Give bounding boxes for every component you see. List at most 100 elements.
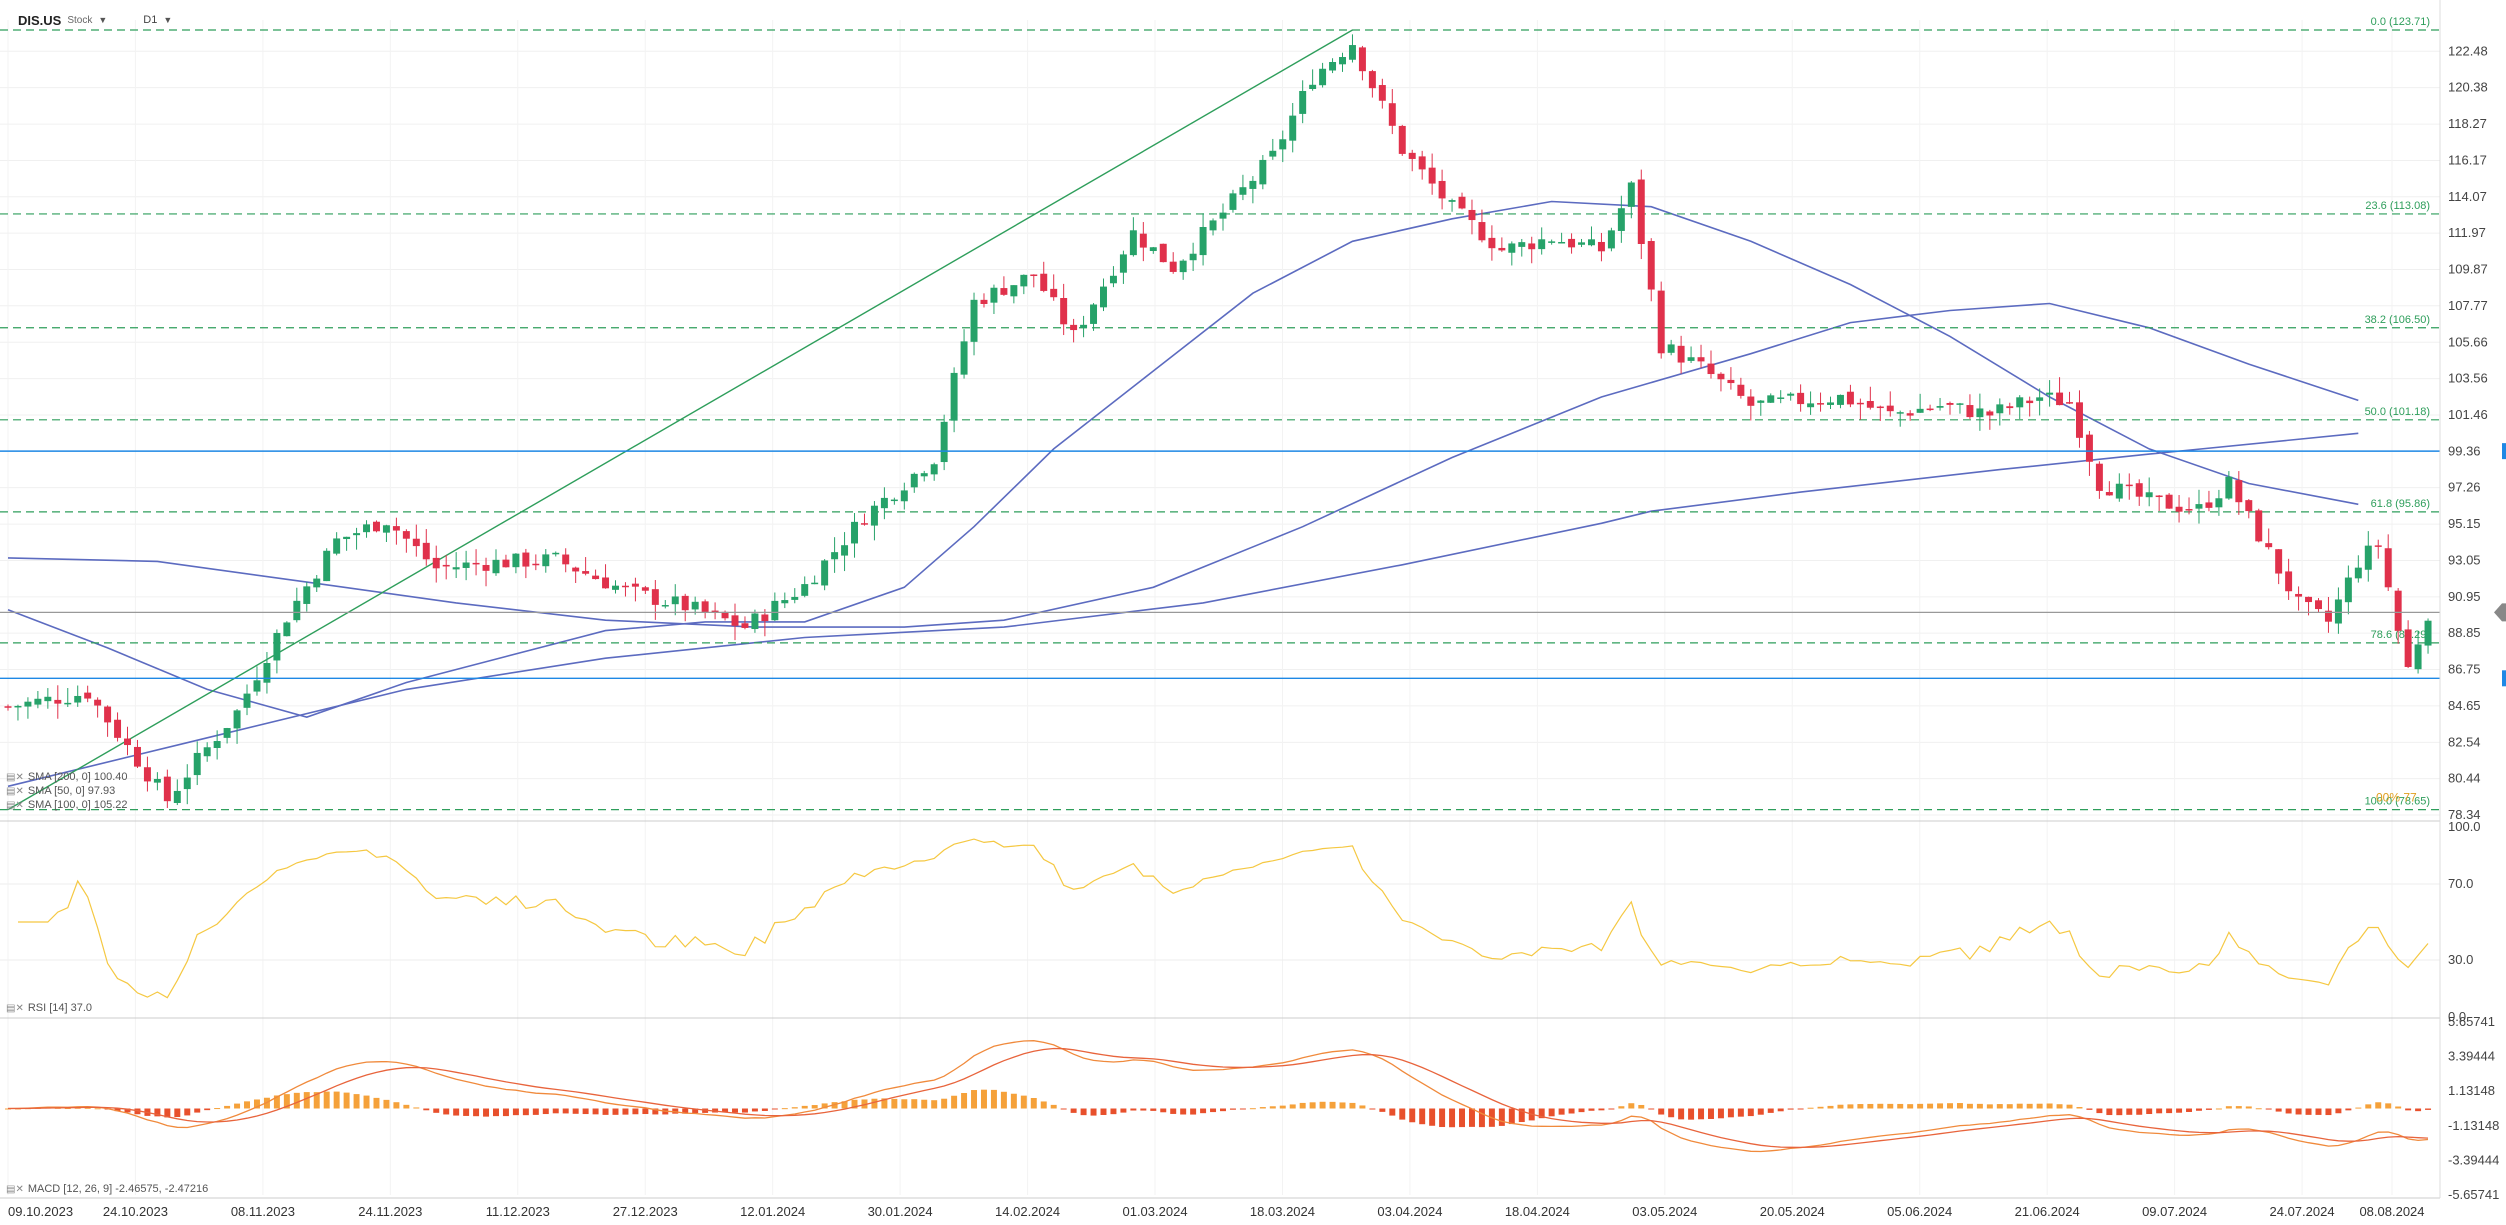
- macd-histogram-bar: [1986, 1104, 1993, 1109]
- macd-histogram-bar: [1498, 1108, 1505, 1126]
- macd-histogram-bar: [512, 1108, 519, 1116]
- candle-body: [143, 767, 151, 782]
- macd-histogram-bar: [502, 1108, 509, 1117]
- price-tag: [2502, 670, 2506, 687]
- price-tag: [2502, 443, 2506, 460]
- candle-body: [1687, 357, 1695, 361]
- macd-histogram-bar: [2375, 1102, 2382, 1109]
- macd-histogram-bar: [1110, 1108, 1117, 1115]
- legend-sma50[interactable]: ▤✕ SMA [50, 0] 97.93: [6, 785, 116, 797]
- macd-histogram-bar: [1688, 1108, 1695, 1120]
- macd-histogram-bar: [1518, 1108, 1525, 1123]
- candle-body: [860, 523, 868, 525]
- candle-body: [2105, 492, 2113, 496]
- candle-body: [124, 738, 131, 746]
- macd-histogram-bar: [931, 1100, 938, 1109]
- candle-body: [1488, 237, 1496, 249]
- candle-body: [293, 600, 301, 621]
- candle-body: [273, 632, 281, 661]
- chevron-down-icon[interactable]: ▼: [163, 15, 173, 25]
- chevron-down-icon[interactable]: ▼: [98, 15, 108, 25]
- candle-body: [1408, 152, 1416, 159]
- legend-sma200[interactable]: ▤✕ SMA [200, 0] 100.40: [6, 771, 128, 783]
- macd-histogram-bar: [980, 1089, 987, 1109]
- candle-body: [422, 542, 430, 560]
- macd-histogram-bar: [1897, 1103, 1904, 1109]
- candle-body: [163, 776, 171, 802]
- macd-histogram-bar: [293, 1092, 300, 1109]
- chart-header: DIS.US Stock ▼ D1 ▼: [18, 10, 202, 30]
- price-tick-label: 101.46: [2448, 407, 2488, 422]
- sma200-line: [7, 432, 2359, 788]
- macd-histogram-bar: [831, 1102, 838, 1109]
- macd-histogram-bar: [1359, 1105, 1366, 1109]
- candle-body: [2364, 545, 2372, 570]
- macd-histogram-bar: [1887, 1103, 1894, 1109]
- candle-body: [4, 706, 12, 708]
- macd-histogram-bar: [333, 1091, 340, 1109]
- candle-body: [2255, 510, 2263, 542]
- candle-body: [512, 553, 520, 568]
- macd-histogram-bar: [303, 1092, 310, 1109]
- fib-level-label: 78.6 (88.29): [2371, 629, 2430, 641]
- candle-body: [621, 585, 629, 588]
- macd-histogram-bar: [1618, 1106, 1625, 1109]
- candle-body: [2046, 392, 2054, 395]
- candle-body: [791, 596, 799, 600]
- candle-body: [1956, 403, 1964, 405]
- macd-histogram-bar: [652, 1108, 659, 1115]
- macd-histogram-bar: [2385, 1103, 2392, 1109]
- macd-histogram-bar: [2365, 1104, 2372, 1109]
- candle-body: [2165, 494, 2173, 509]
- candle-body: [2056, 392, 2064, 406]
- list-icon: ▤✕: [6, 771, 24, 783]
- macd-histogram-bar: [542, 1108, 549, 1115]
- fib-level-label: 23.6 (113.08): [2365, 200, 2430, 212]
- candle-body: [1876, 406, 1884, 409]
- candle-body: [153, 778, 161, 783]
- candle-body: [1986, 411, 1994, 416]
- candle-body: [2384, 548, 2392, 588]
- candle-body: [1189, 253, 1197, 261]
- macd-histogram-bar: [532, 1108, 539, 1115]
- legend-sma100[interactable]: ▤✕ SMA [100, 0] 105.22: [6, 799, 128, 811]
- macd-histogram-bar: [1040, 1101, 1047, 1109]
- candle-body: [2324, 610, 2332, 622]
- macd-histogram-bar: [1787, 1108, 1794, 1110]
- macd-histogram-bar: [1140, 1108, 1147, 1111]
- candle-body: [781, 600, 789, 604]
- macd-histogram-bar: [1319, 1101, 1326, 1109]
- macd-histogram-bar: [841, 1101, 848, 1109]
- candle-body: [34, 698, 42, 705]
- candle-body: [1299, 90, 1307, 114]
- legend-macd[interactable]: ▤✕ MACD [12, 26, 9] -2.46575, -2.47216: [6, 1183, 209, 1195]
- candle-body: [223, 728, 231, 738]
- timeframe-label[interactable]: D1: [143, 14, 158, 26]
- macd-histogram-bar: [1279, 1105, 1286, 1109]
- candle-body: [1836, 394, 1844, 405]
- candle-body: [2344, 577, 2352, 603]
- macd-histogram-bar: [582, 1108, 589, 1115]
- macd-histogram-bar: [1658, 1108, 1665, 1115]
- macd-histogram-bar: [403, 1104, 410, 1109]
- macd-histogram-bar: [1857, 1104, 1864, 1109]
- candle-body: [890, 499, 898, 502]
- symbol-label[interactable]: DIS.US: [18, 12, 62, 28]
- macd-histogram-bar: [2156, 1108, 2163, 1114]
- price-tick-label: 78.34: [2448, 807, 2481, 822]
- macd-histogram-bar: [323, 1091, 330, 1109]
- candle-body: [2085, 434, 2093, 462]
- macd-histogram-bar: [961, 1093, 968, 1109]
- price-tick-label: 93.05: [2448, 552, 2481, 567]
- price-tick-label: 103.56: [2448, 371, 2488, 386]
- legend-rsi[interactable]: ▤✕ RSI [14] 37.0: [6, 1002, 93, 1014]
- date-tick-label: 03.04.2024: [1377, 1204, 1442, 1219]
- candle-body: [2295, 593, 2303, 597]
- macd-tick-label: 1.13148: [2448, 1083, 2495, 1098]
- candle-body: [1100, 286, 1107, 308]
- candle-body: [193, 752, 201, 776]
- candle-body: [2245, 500, 2253, 512]
- macd-histogram-bar: [941, 1098, 948, 1109]
